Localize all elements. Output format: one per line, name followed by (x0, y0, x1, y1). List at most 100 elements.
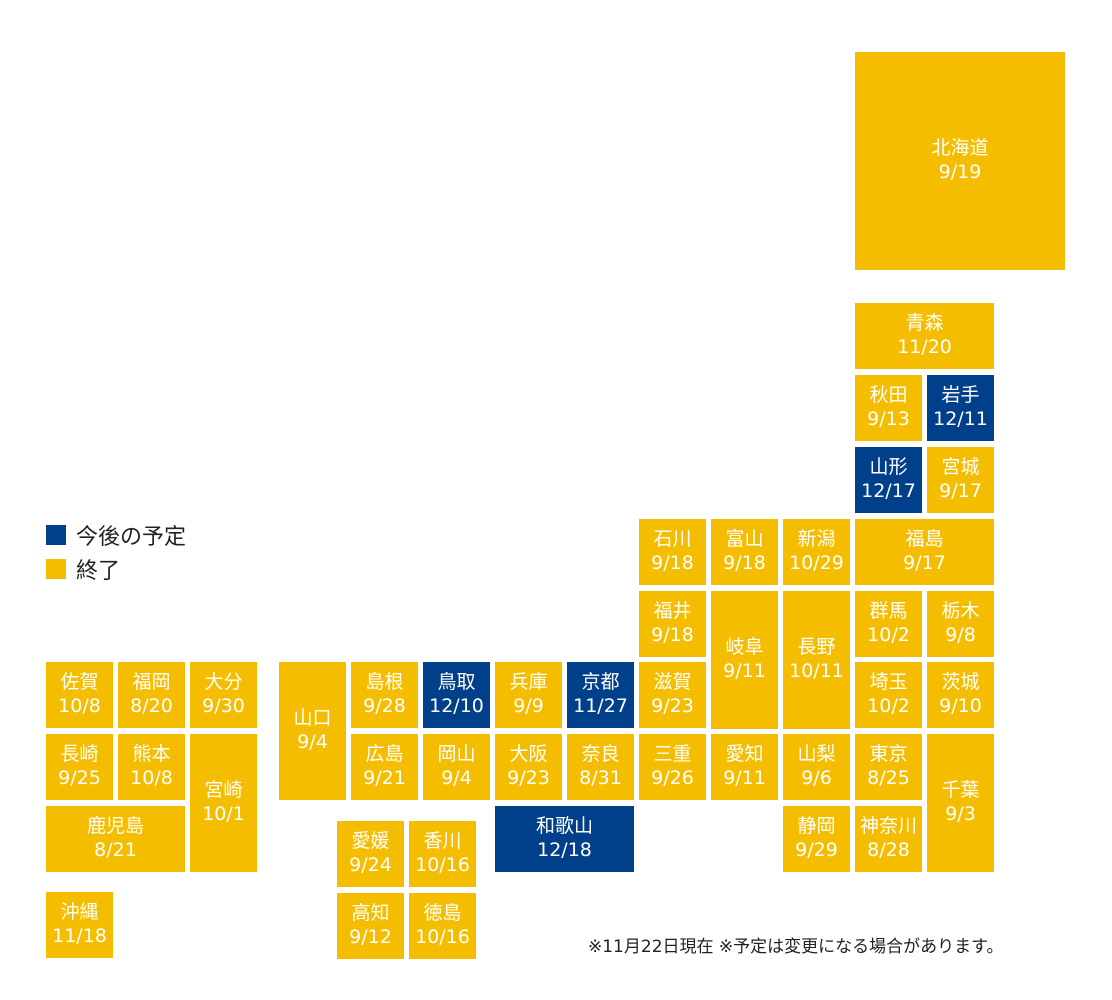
prefecture-date: 11/27 (573, 695, 628, 717)
prefecture-name: 大分 (204, 671, 243, 694)
tile-chiba: 千葉 9/3 (927, 734, 994, 872)
legend-item-planned: 今後の予定 (46, 518, 186, 552)
footnote: ※11月22日現在 ※予定は変更になる場合があります。 (588, 937, 1004, 957)
prefecture-date: 11/18 (52, 925, 107, 947)
legend-label-done: 終了 (76, 559, 121, 584)
prefecture-name: 愛媛 (351, 830, 390, 853)
prefecture-name: 群馬 (869, 600, 908, 623)
prefecture-name: 福島 (905, 528, 944, 551)
tile-saitama: 埼玉 10/2 (855, 662, 922, 728)
prefecture-name: 沖縄 (60, 901, 99, 924)
prefecture-date: 10/16 (415, 926, 470, 948)
prefecture-name: 岐阜 (725, 636, 764, 659)
tile-yamagata: 山形 12/17 (855, 447, 922, 513)
tile-gunma: 群馬 10/2 (855, 591, 922, 657)
tile-saga: 佐賀 10/8 (46, 662, 113, 728)
prefecture-date: 11/20 (897, 336, 952, 358)
prefecture-date: 9/18 (651, 552, 694, 574)
tile-hiroshima: 広島 9/21 (351, 734, 418, 800)
prefecture-name: 山口 (293, 707, 332, 730)
prefecture-date: 9/29 (795, 839, 838, 861)
prefecture-name: 長崎 (60, 743, 99, 766)
prefecture-date: 8/25 (867, 767, 910, 789)
tile-niigata: 新潟 10/29 (783, 519, 850, 585)
tile-miyagi: 宮城 9/17 (927, 447, 994, 513)
tile-hyogo: 兵庫 9/9 (495, 662, 562, 728)
prefecture-date: 9/6 (801, 767, 832, 789)
tile-okinawa: 沖縄 11/18 (46, 892, 113, 958)
tile-yamanashi: 山梨 9/6 (783, 734, 850, 800)
prefecture-name: 奈良 (581, 743, 620, 766)
prefecture-date: 12/17 (861, 480, 916, 502)
tile-ishikawa: 石川 9/18 (639, 519, 706, 585)
tile-aomori: 青森 11/20 (855, 303, 994, 369)
prefecture-name: 宮崎 (204, 779, 243, 802)
prefecture-date: 9/12 (349, 926, 392, 948)
prefecture-date: 8/20 (130, 695, 173, 717)
tile-tochigi: 栃木 9/8 (927, 591, 994, 657)
prefecture-date: 10/8 (130, 767, 173, 789)
prefecture-date: 9/25 (58, 767, 101, 789)
prefecture-name: 福岡 (132, 671, 171, 694)
prefecture-date: 9/24 (349, 854, 392, 876)
tile-gifu: 岐阜 9/11 (711, 591, 778, 729)
prefecture-name: 和歌山 (535, 815, 593, 838)
prefecture-date: 9/23 (651, 695, 694, 717)
tile-tottori: 鳥取 12/10 (423, 662, 490, 728)
prefecture-date: 9/13 (867, 408, 910, 430)
prefecture-date: 9/9 (513, 695, 544, 717)
prefecture-date: 9/21 (363, 767, 406, 789)
tile-kochi: 高知 9/12 (337, 893, 404, 959)
prefecture-name: 山形 (869, 456, 908, 479)
prefecture-name: 青森 (905, 312, 944, 335)
prefecture-name: 鹿児島 (86, 815, 144, 838)
prefecture-date: 9/8 (945, 624, 976, 646)
tile-kyoto: 京都 11/27 (567, 662, 634, 728)
prefecture-date: 9/28 (363, 695, 406, 717)
tile-nagano: 長野 10/11 (783, 591, 850, 729)
tile-fukuoka: 福岡 8/20 (118, 662, 185, 728)
prefecture-date: 9/17 (903, 552, 946, 574)
prefecture-name: 大阪 (509, 743, 548, 766)
prefecture-date: 9/11 (723, 660, 766, 682)
prefecture-name: 三重 (653, 743, 692, 766)
tile-okayama: 岡山 9/4 (423, 734, 490, 800)
prefecture-name: 愛知 (725, 743, 764, 766)
prefecture-date: 9/18 (723, 552, 766, 574)
prefecture-date: 10/2 (867, 695, 910, 717)
prefecture-date: 9/4 (297, 731, 328, 753)
prefecture-name: 東京 (869, 743, 908, 766)
prefecture-name: 滋賀 (653, 671, 692, 694)
prefecture-date: 10/2 (867, 624, 910, 646)
prefecture-name: 静岡 (797, 815, 836, 838)
prefecture-name: 徳島 (423, 902, 462, 925)
prefecture-name: 兵庫 (509, 671, 548, 694)
prefecture-name: 埼玉 (869, 671, 908, 694)
tile-ibaraki: 茨城 9/10 (927, 662, 994, 728)
tile-kumamoto: 熊本 10/8 (118, 734, 185, 800)
tile-kagoshima: 鹿児島 8/21 (46, 806, 185, 872)
prefecture-name: 島根 (365, 671, 404, 694)
prefecture-name: 長野 (797, 636, 836, 659)
prefecture-date: 10/11 (789, 660, 844, 682)
done-swatch (46, 559, 66, 579)
tile-fukui: 福井 9/18 (639, 591, 706, 657)
prefecture-name: 京都 (581, 671, 620, 694)
tile-ehime: 愛媛 9/24 (337, 821, 404, 887)
prefecture-date: 12/11 (933, 408, 988, 430)
prefecture-name: 広島 (365, 743, 404, 766)
prefecture-name: 富山 (725, 528, 764, 551)
tile-shimane: 島根 9/28 (351, 662, 418, 728)
tile-nagasaki: 長崎 9/25 (46, 734, 113, 800)
prefecture-date: 12/18 (537, 839, 592, 861)
prefecture-date: 9/18 (651, 624, 694, 646)
tile-kanagawa: 神奈川 8/28 (855, 806, 922, 872)
prefecture-name: 神奈川 (859, 815, 917, 838)
prefecture-date: 9/23 (507, 767, 550, 789)
prefecture-name: 岩手 (941, 384, 980, 407)
prefecture-date: 9/4 (441, 767, 472, 789)
tile-wakayama: 和歌山 12/18 (495, 806, 634, 872)
prefecture-name: 香川 (423, 830, 462, 853)
tile-oita: 大分 9/30 (190, 662, 257, 728)
prefecture-date: 9/26 (651, 767, 694, 789)
